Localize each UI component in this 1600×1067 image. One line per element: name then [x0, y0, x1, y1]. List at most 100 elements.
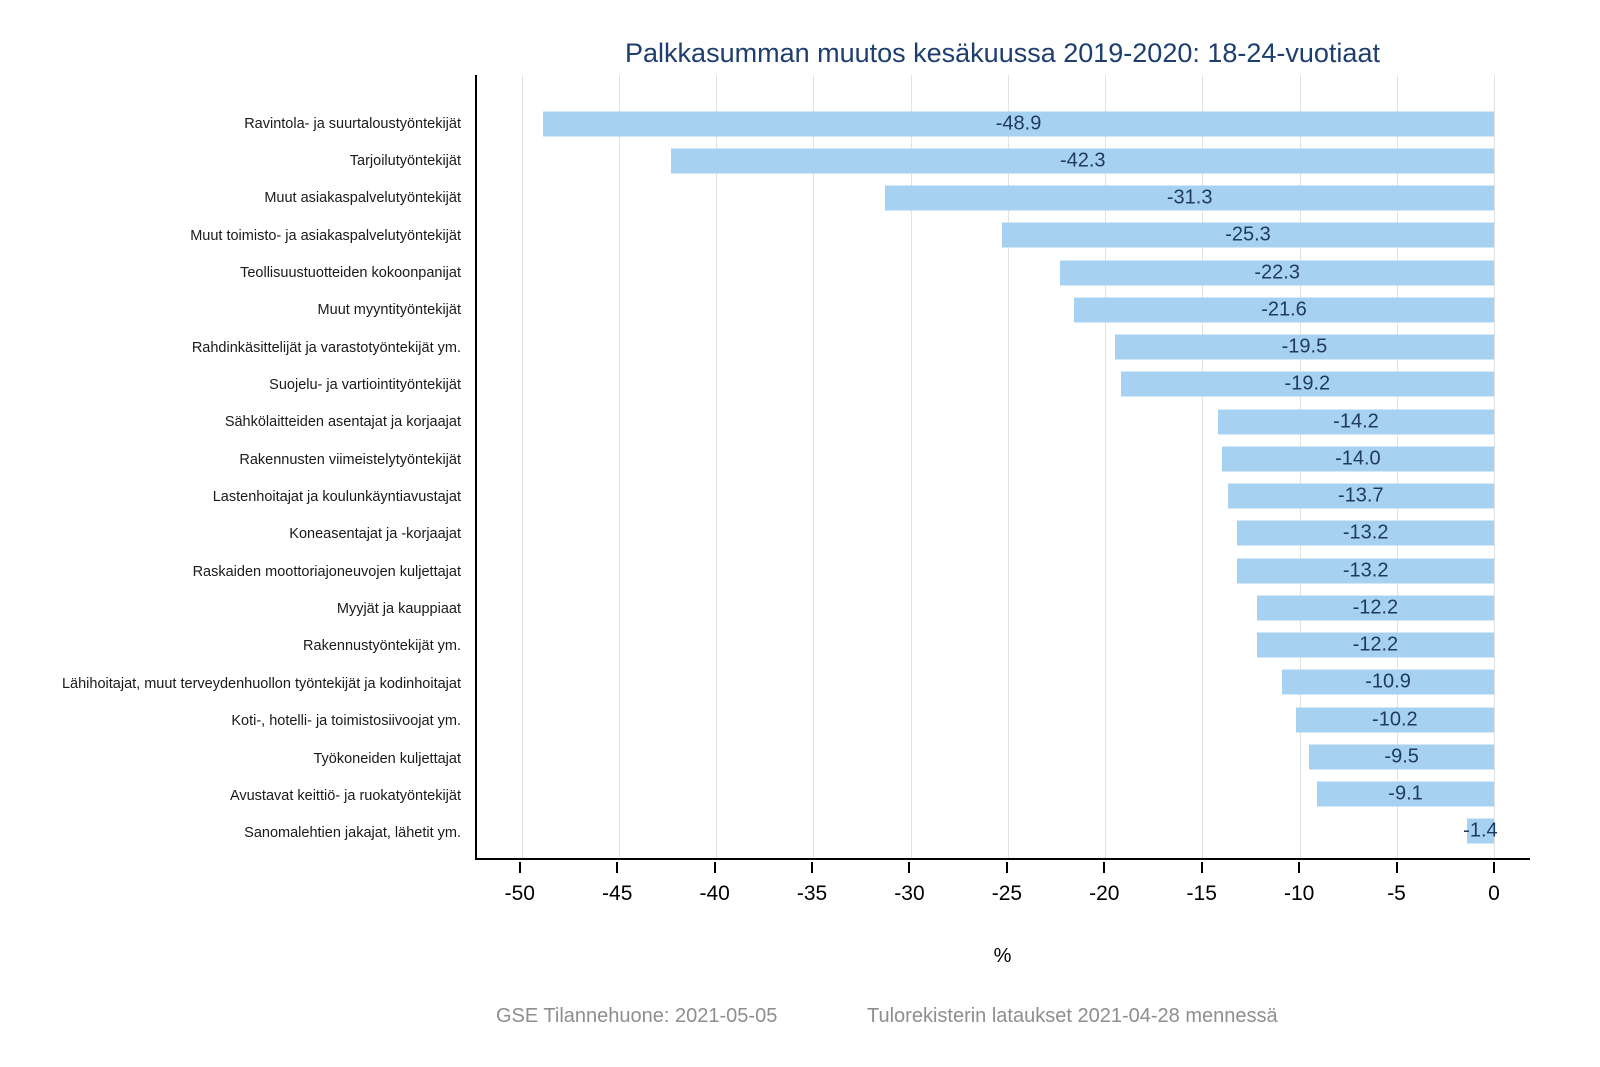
bars-layer: -48.9 -42.3 -31.3 -25.3 -22.3 -21.6 -19.5 -19.2… — [477, 105, 1530, 850]
gridline — [1202, 75, 1204, 858]
x-tick-label: -30 — [894, 882, 925, 905]
bar-row: -9.1 — [477, 776, 1530, 813]
gridline — [618, 75, 620, 858]
bar: -31.3 — [885, 185, 1495, 211]
x-tick-mark — [616, 862, 619, 873]
plot-area: -48.9 -42.3 -31.3 -25.3 -22.3 -21.6 -19.5 -19.2… — [475, 75, 1530, 860]
bar: -13.2 — [1237, 520, 1494, 546]
x-axis-label: % — [993, 945, 1012, 967]
category-label: Koneasentajat ja -korjaajat — [289, 526, 461, 543]
category-axis: Ravintola- ja suurtaloustyöntekijät Tarjo… — [0, 105, 461, 852]
bar-value-label: -1.4 — [1463, 819, 1498, 842]
x-tick-mark — [1298, 862, 1301, 873]
x-tick-label: -20 — [1089, 882, 1120, 905]
bar-row: -13.7 — [477, 478, 1530, 515]
bar: -48.9 — [543, 111, 1495, 137]
x-tick-mark — [713, 862, 716, 873]
bar-value-label: -14.0 — [1335, 447, 1381, 470]
bar: -25.3 — [1002, 222, 1494, 248]
bar-value-label: -42.3 — [1059, 149, 1106, 172]
bar-row: -10.9 — [477, 664, 1530, 701]
gridline — [1494, 75, 1496, 858]
bar-value-label: -12.2 — [1352, 596, 1399, 619]
bar-value-label: -14.2 — [1333, 410, 1379, 433]
bar-row: -42.3 — [477, 142, 1530, 179]
bar-row: -19.2 — [477, 366, 1530, 403]
bar: -13.2 — [1237, 558, 1494, 584]
category-label: Lähihoitajat, muut terveydenhuollon työn… — [61, 675, 461, 692]
chart-title: Palkkasumman muutos kesäkuussa 2019-2020… — [625, 38, 1380, 68]
bar: -12.2 — [1256, 632, 1495, 658]
gridline — [813, 75, 815, 858]
bar: -13.7 — [1227, 483, 1495, 509]
category-label: Ravintola- ja suurtaloustyöntekijät — [244, 115, 461, 132]
bar-value-label: -12.2 — [1352, 633, 1399, 656]
x-tick-label: 0 — [1488, 882, 1500, 905]
x-tick-mark — [1395, 862, 1398, 873]
bar-row: -10.2 — [477, 701, 1530, 738]
category-label: Raskaiden moottoriajoneuvojen kuljettaja… — [192, 563, 461, 580]
x-tick-label: -35 — [796, 882, 828, 905]
category-label: Rakennusten viimeistelytyöntekijät — [239, 451, 461, 468]
bar-row: -31.3 — [477, 180, 1530, 217]
x-tick-mark — [908, 862, 911, 873]
bar: -12.2 — [1256, 595, 1495, 621]
category-label: Suojelu- ja vartiointityöntekijät — [269, 377, 461, 394]
gridline — [910, 75, 912, 858]
x-tick-mark — [518, 862, 521, 873]
category-label: Sähkölaitteiden asentajat ja korjaajat — [224, 414, 461, 431]
bar: -19.2 — [1120, 371, 1495, 397]
bar-row: -13.2 — [477, 552, 1530, 589]
x-tick-label: -5 — [1387, 882, 1406, 905]
bar: -22.3 — [1060, 260, 1495, 286]
bar: -9.5 — [1309, 744, 1495, 770]
bar: -42.3 — [671, 148, 1495, 174]
category-label: Sanomalehtien jakajat, lähetit ym. — [244, 825, 461, 842]
gridline — [1007, 75, 1009, 858]
x-tick-label: -50 — [504, 882, 535, 905]
x-tick-label: -40 — [699, 882, 730, 905]
bar-value-label: -10.9 — [1365, 670, 1411, 693]
category-label: Rahdinkäsittelijät ja varastotyöntekijät… — [191, 339, 461, 356]
bar-row: -22.3 — [477, 254, 1530, 291]
x-axis: -50 -45 -40 -35 -30 -25 -20 -15 -10 -5 0 — [475, 860, 1530, 920]
category-label: Avustavat keittiö- ja ruokatyöntekijät — [229, 787, 461, 804]
bar-row: -21.6 — [477, 291, 1530, 328]
x-tick-mark — [1103, 862, 1106, 873]
gridline — [716, 75, 718, 858]
bar: -14.2 — [1217, 409, 1495, 435]
bar-value-label: -22.3 — [1254, 261, 1300, 284]
category-label: Myyjät ja kauppiaat — [336, 601, 461, 618]
bar-value-label: -9.1 — [1388, 782, 1423, 805]
bar: -14.0 — [1221, 446, 1494, 472]
category-label: Tarjoilutyöntekijät — [349, 153, 461, 170]
category-label: Lastenhoitajat ja koulunkäyntiavustajat — [212, 489, 461, 506]
bar-row: -12.2 — [477, 589, 1530, 626]
bar-row: -12.2 — [477, 627, 1530, 664]
bar-value-label: -9.5 — [1384, 745, 1419, 768]
x-tick-mark — [1492, 862, 1495, 873]
bar-row: -19.5 — [477, 329, 1530, 366]
bar-row: -25.3 — [477, 217, 1530, 254]
bar: -10.2 — [1295, 707, 1495, 733]
x-tick-mark — [811, 862, 814, 873]
bar-value-label: -10.2 — [1372, 708, 1418, 731]
x-tick-label: -25 — [991, 882, 1023, 905]
category-label: Rakennustyöntekijät ym. — [303, 638, 461, 655]
bar-value-label: -25.3 — [1225, 223, 1271, 246]
bar-value-label: -31.3 — [1166, 186, 1213, 209]
bar: -1.4 — [1463, 818, 1498, 844]
x-tick-label: -10 — [1283, 882, 1315, 905]
bar-row: -1.4 — [477, 813, 1530, 850]
gridline — [521, 75, 523, 858]
bar-row: -9.5 — [477, 738, 1530, 775]
bar-row: -13.2 — [477, 515, 1530, 552]
bar-value-label: -48.9 — [995, 112, 1042, 135]
bar-value-label: -13.2 — [1342, 521, 1389, 544]
bar: -9.1 — [1317, 781, 1495, 807]
category-label: Muut myyntityöntekijät — [317, 302, 461, 319]
bar: -19.5 — [1114, 334, 1495, 360]
bar-row: -48.9 — [477, 105, 1530, 142]
bar-value-label: -19.5 — [1281, 335, 1328, 358]
